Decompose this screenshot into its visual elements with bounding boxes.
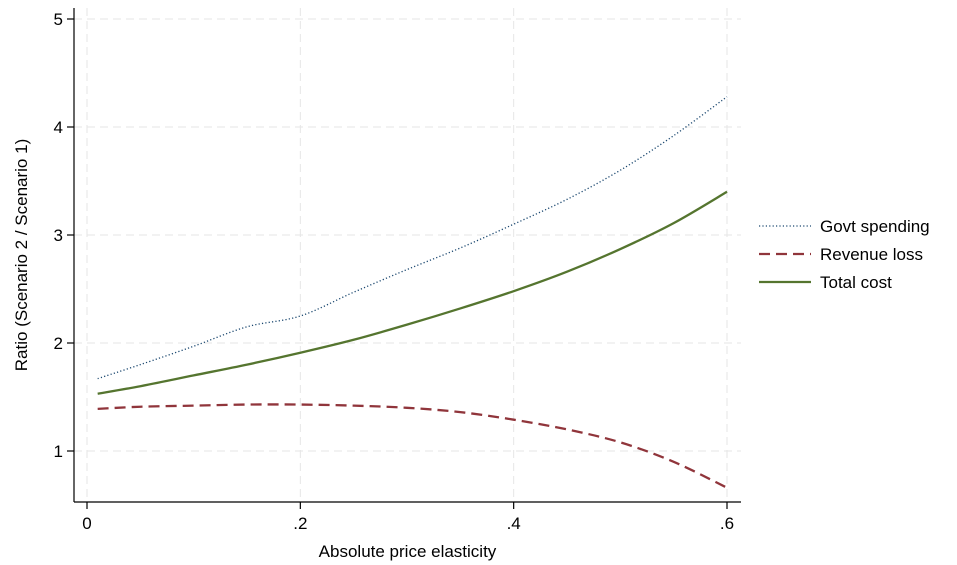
legend-label: Total cost <box>820 273 892 292</box>
x-tick-label: .4 <box>507 514 521 533</box>
series-line-total-cost <box>97 190 728 395</box>
x-tick-label: .2 <box>293 514 307 533</box>
series-line-govt-spending <box>97 96 728 380</box>
y-tick-label: 4 <box>54 118 63 137</box>
legend-label: Revenue loss <box>820 245 923 264</box>
y-tick-label: 3 <box>54 226 63 245</box>
y-tick-label: 5 <box>54 10 63 29</box>
x-axis-title: Absolute price elasticity <box>319 542 497 561</box>
legend-label: Govt spending <box>820 217 930 236</box>
x-tick-label: .6 <box>720 514 734 533</box>
y-tick-label: 1 <box>54 442 63 461</box>
y-tick-label: 2 <box>54 334 63 353</box>
x-tick-label: 0 <box>82 514 91 533</box>
legend: Govt spending Revenue loss Total cost <box>759 217 930 292</box>
series-lines <box>97 96 728 489</box>
y-axis-title: Ratio (Scenario 2 / Scenario 1) <box>12 139 31 371</box>
axes: 1 2 3 4 5 0 .2 .4 .6 <box>54 8 741 533</box>
grid <box>74 8 741 502</box>
series-line-revenue-loss <box>97 403 728 489</box>
